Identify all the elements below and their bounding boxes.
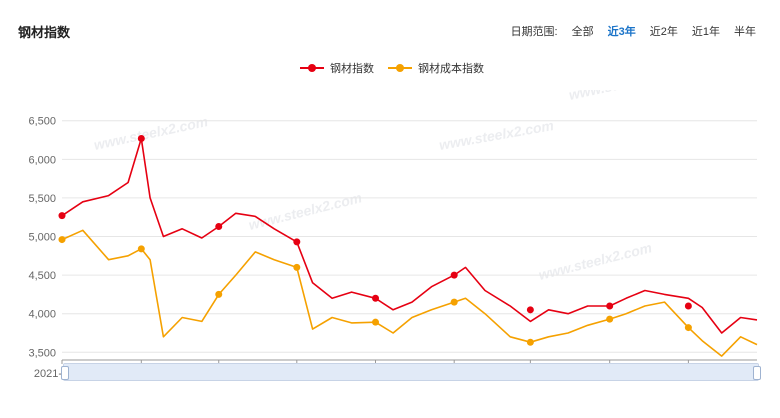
data-point-steel-index xyxy=(450,271,458,279)
data-point-steel-index xyxy=(215,222,223,230)
y-tick-label: 4,500 xyxy=(28,270,56,282)
y-tick-label: 6,500 xyxy=(28,116,56,128)
data-point-cost-index xyxy=(58,236,66,244)
y-tick-label: 5,000 xyxy=(28,232,56,244)
data-point-cost-index xyxy=(372,318,380,326)
range-option-3y[interactable]: 近3年 xyxy=(607,26,636,38)
data-zoom-slider[interactable] xyxy=(61,363,761,381)
data-point-steel-index xyxy=(526,306,534,314)
data-point-steel-index xyxy=(606,302,614,310)
legend-swatch-red xyxy=(300,63,324,73)
data-zoom-right-handle[interactable] xyxy=(753,366,761,380)
legend-swatch-orange xyxy=(388,63,412,73)
data-zoom-left-handle[interactable] xyxy=(61,366,69,380)
data-point-cost-index xyxy=(450,298,458,306)
legend-item-steel-index[interactable]: 钢材指数 xyxy=(300,60,374,76)
legend-label-steel-index: 钢材指数 xyxy=(330,63,374,75)
range-option-2y[interactable]: 近2年 xyxy=(649,26,678,38)
range-label: 日期范围: xyxy=(510,26,558,38)
page-title: 钢材指数 xyxy=(18,25,71,40)
line-chart: www.steelx2.com www.steelx2.com www.steelx… xyxy=(28,90,758,380)
watermark-text: www.steelx2.com xyxy=(438,117,555,153)
watermark-text: www.steelx2.com xyxy=(247,189,364,233)
y-tick-label: 6,000 xyxy=(28,154,56,166)
data-point-cost-index xyxy=(526,338,534,346)
date-range-selector: 日期范围: 全部 近3年 近2年 近1年 半年 xyxy=(511,23,756,39)
watermark-text: www.steelx2.com xyxy=(92,113,209,153)
data-point-steel-index xyxy=(137,134,145,142)
data-point-steel-index xyxy=(372,294,380,302)
y-tick-label: 3,500 xyxy=(28,347,56,359)
watermark-text: www.steelx2.com xyxy=(567,90,684,103)
data-point-cost-index xyxy=(137,245,145,253)
chart-legend: 钢材指数 钢材成本指数 xyxy=(300,60,484,76)
series-line-cost-index xyxy=(61,229,758,357)
data-point-cost-index xyxy=(606,315,614,323)
data-point-cost-index xyxy=(215,290,223,298)
data-point-steel-index xyxy=(58,212,66,220)
data-point-steel-index xyxy=(293,238,301,246)
data-zoom-range xyxy=(64,364,758,380)
series-line-steel-index xyxy=(61,137,758,334)
legend-item-cost-index[interactable]: 钢材成本指数 xyxy=(388,60,484,76)
data-point-cost-index xyxy=(684,324,692,332)
data-point-cost-index xyxy=(293,263,301,271)
y-tick-label: 4,000 xyxy=(28,309,56,321)
range-option-6m[interactable]: 半年 xyxy=(734,26,756,38)
watermark-text: www.steelx2.com xyxy=(537,239,654,283)
legend-label-cost-index: 钢材成本指数 xyxy=(418,63,484,75)
y-tick-label: 5,500 xyxy=(28,193,56,205)
data-point-steel-index xyxy=(684,302,692,310)
range-option-all[interactable]: 全部 xyxy=(571,26,594,38)
range-option-1y[interactable]: 近1年 xyxy=(691,26,720,38)
